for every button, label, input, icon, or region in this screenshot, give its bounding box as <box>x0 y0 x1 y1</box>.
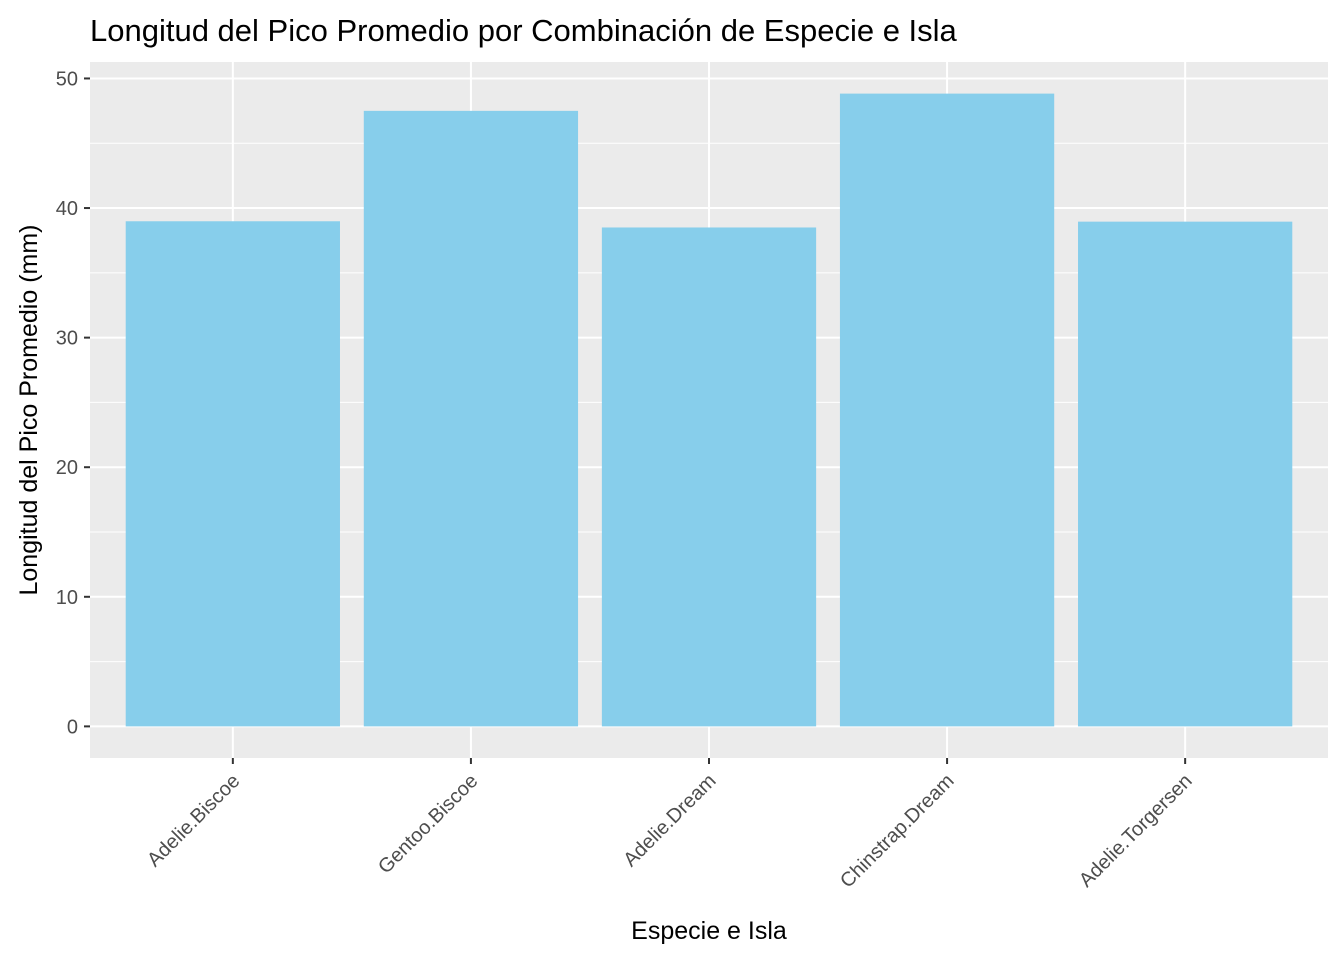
bar-adelie-biscoe <box>125 221 340 727</box>
y-tick-label: 50 <box>56 68 78 90</box>
x-tick-label: Adelie.Dream <box>619 770 720 871</box>
x-axis-title: Especie e Isla <box>631 917 787 945</box>
y-axis: 0 10 20 30 40 50 <box>56 68 90 738</box>
y-tick-label: 0 <box>67 716 78 738</box>
y-tick-label: 10 <box>56 587 78 609</box>
x-axis: Adelie.Biscoe Gentoo.Biscoe Adelie.Dream Ch… <box>143 758 1197 892</box>
y-tick-label: 40 <box>56 198 78 220</box>
y-tick-label: 20 <box>56 457 78 479</box>
bars <box>125 93 1293 727</box>
chart-title: Longitud del Pico Promedio por Combinaci… <box>90 13 958 48</box>
bar-adelie-torgersen <box>1078 221 1293 727</box>
y-tick-label: 30 <box>56 328 78 350</box>
bar-adelie-dream <box>601 227 817 727</box>
x-tick-label: Adelie.Torgersen <box>1075 770 1197 892</box>
y-axis-title: Longitud del Pico Promedio (mm) <box>15 225 43 596</box>
x-tick-label: Gentoo.Biscoe <box>374 770 482 878</box>
x-tick-label: Adelie.Biscoe <box>143 770 244 871</box>
bar-chinstrap-dream <box>839 93 1055 727</box>
bar-gentoo-biscoe <box>363 110 579 727</box>
x-tick-label: Chinstrap.Dream <box>836 770 958 892</box>
